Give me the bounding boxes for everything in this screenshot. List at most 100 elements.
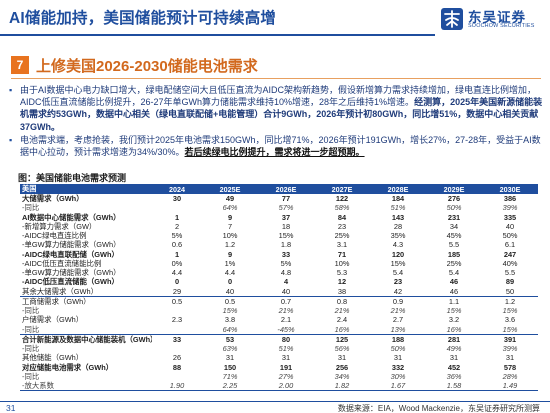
table-row: 对应储能电池需求（GWh） 88 150 191 256 332 452 578	[20, 363, 538, 372]
table-cell: 3.1	[336, 240, 348, 250]
table-cell: 15%	[222, 306, 238, 315]
section-divider	[11, 78, 541, 79]
table-cell: 0	[227, 277, 233, 287]
table-cell: 276	[447, 194, 461, 203]
row-label: 其他储能（GWh）	[22, 353, 84, 363]
logo-chinese-name: 东吴证券	[468, 10, 526, 25]
table-row: -单GW算力储能需求（GWh） 4.4 4.4 4.8 5.3 5.4 5.4 5.5	[20, 268, 538, 277]
table-cell: 2.7	[392, 315, 404, 325]
table-cell: 39%	[502, 344, 518, 353]
table-cell: 21%	[278, 306, 294, 315]
row-label: -新增算力需求（GW）	[22, 221, 97, 231]
table-cell: 37	[281, 212, 291, 222]
table-cell: 28	[393, 221, 403, 231]
table-cell: 34	[449, 221, 459, 231]
table-cell: 247	[503, 249, 517, 259]
table-cell: 58%	[334, 203, 350, 213]
table-cell: 15%	[390, 258, 406, 268]
table-cell: 42	[370, 286, 426, 297]
table-cell: 31	[225, 353, 235, 363]
table-cell: 45%	[446, 231, 462, 240]
table-cell: 89	[505, 277, 515, 287]
row-label: -单GW算力储能需求（GWh）	[22, 240, 121, 250]
table-cell: 231	[447, 212, 461, 222]
row-label: -单GW算力储能需求（GWh）	[22, 268, 121, 277]
bullet-emphasis: 若后续绿电比例提升，需求将进一步超预期。	[184, 147, 365, 158]
bullet-item: ▪ 由于AI数据中心电力缺口增大，绿电配储空间大且低压直流为AIDC架构新趋势，…	[8, 84, 545, 133]
table-cell: 1.2	[224, 240, 236, 250]
table-cell: 10%	[334, 258, 350, 268]
table-row: -AIDC绿电直联配储（GWh） 1 9 33 71 120 185 247	[20, 250, 538, 259]
table-cell: 2.00	[258, 381, 314, 392]
data-source: 数据来源：EIA，Wood Mackenzie，东吴证券研究所测算	[337, 404, 540, 413]
row-label: -AIDC绿电直联配储（GWh）	[22, 249, 119, 259]
title-bar: AI储能加持，美国储能预计可持续高增 东吴证券 SOOCHOW SECURITI…	[0, 0, 550, 38]
table-cell: 0.8	[336, 296, 348, 306]
table-row: -AIDC低压直流储能（GWh） 0 0 4 12 23 46 89	[20, 277, 538, 286]
table-row: -同比 64% -45% 16% 13% 16% 15%	[20, 324, 538, 335]
table-cell: 5.5	[448, 240, 460, 250]
table-cell: 30	[172, 194, 182, 203]
row-label: -同比	[22, 203, 40, 213]
table-cell: 1.49	[482, 381, 538, 392]
table-cell: 5%	[280, 258, 292, 268]
table-cell: 39%	[502, 203, 518, 213]
table-cell: 46	[449, 277, 459, 287]
table-header-year: 2024	[152, 184, 202, 194]
table-cell: 391	[503, 334, 517, 344]
table-cell: 64%	[202, 324, 258, 335]
table-row: 其余大储需求（GWh） 29 40 40 38 42 46 50	[20, 286, 538, 297]
table-cell: 4.4	[171, 268, 183, 277]
table-cell: 0.6	[171, 240, 183, 250]
table-cell: 3.6	[504, 315, 516, 325]
table-cell: 31	[281, 353, 291, 363]
table-cell: 16%	[426, 324, 482, 335]
row-label: -同比	[20, 324, 152, 335]
table-cell: 184	[391, 194, 405, 203]
company-logo: 东吴证券 SOOCHOW SECURITIES	[440, 6, 548, 34]
table-cell: 12	[337, 277, 347, 287]
table-cell: 4.8	[280, 268, 292, 277]
table-cell: 281	[447, 334, 461, 344]
table-row: -同比 63% 51% 56% 50% 49% 39%	[20, 344, 538, 353]
table-header-year: 2030E	[482, 184, 538, 194]
table-cell: 38	[314, 286, 370, 297]
table-cell: 5.4	[392, 268, 404, 277]
table-cell: 1	[174, 249, 180, 259]
table-row: 其他储能（GWh） 26 31 31 31 31 31 31	[20, 353, 538, 362]
table-cell: 21%	[334, 306, 350, 315]
row-label: -AIDC低压直流储能（GWh）	[22, 277, 119, 287]
table-cell: 15%	[502, 306, 518, 315]
table-cell: 6.1	[504, 240, 516, 250]
table-cell: 122	[335, 194, 349, 203]
table-cell: 0.9	[392, 296, 404, 306]
table-cell: 50%	[390, 344, 406, 353]
section-title: 上修美国2026-2030储能电池需求	[36, 58, 258, 75]
table-cell: 50%	[502, 231, 518, 240]
section-heading: 7 上修美国2026-2030储能电池需求	[11, 56, 541, 79]
table-cell: 188	[391, 334, 405, 344]
page-number: 31	[6, 403, 16, 413]
table-cell: 23	[337, 221, 347, 231]
table-cell: 36%	[446, 371, 462, 381]
table-cell: 88	[172, 362, 182, 372]
table-cell: 33	[281, 249, 291, 259]
table-row: -放大系数 1.90 2.25 2.00 1.82 1.67 1.58 1.49	[20, 381, 538, 392]
table-cell: 49	[225, 194, 235, 203]
table-header-year: 2027E	[314, 184, 370, 194]
table-cell: 2.1	[280, 315, 292, 325]
table-header-row: 美国 2024 2025E 2026E 2027E 2028E 2029E 2030E	[20, 184, 538, 194]
table-cell: 4.3	[392, 240, 404, 250]
table-cell: 0.5	[224, 296, 236, 306]
table-cell: 335	[503, 212, 517, 222]
table-cell: 9	[227, 249, 233, 259]
table-cell: 71%	[222, 371, 238, 381]
row-label: -同比	[22, 371, 40, 381]
table-cell: -45%	[258, 324, 314, 335]
table-cell: 21%	[390, 306, 406, 315]
row-label: 其余大储需求（GWh）	[20, 286, 152, 297]
table-cell: 30%	[390, 371, 406, 381]
table-cell: 5.5	[504, 268, 516, 277]
table-cell: 0	[174, 277, 180, 287]
table-cell: 18	[281, 221, 291, 231]
